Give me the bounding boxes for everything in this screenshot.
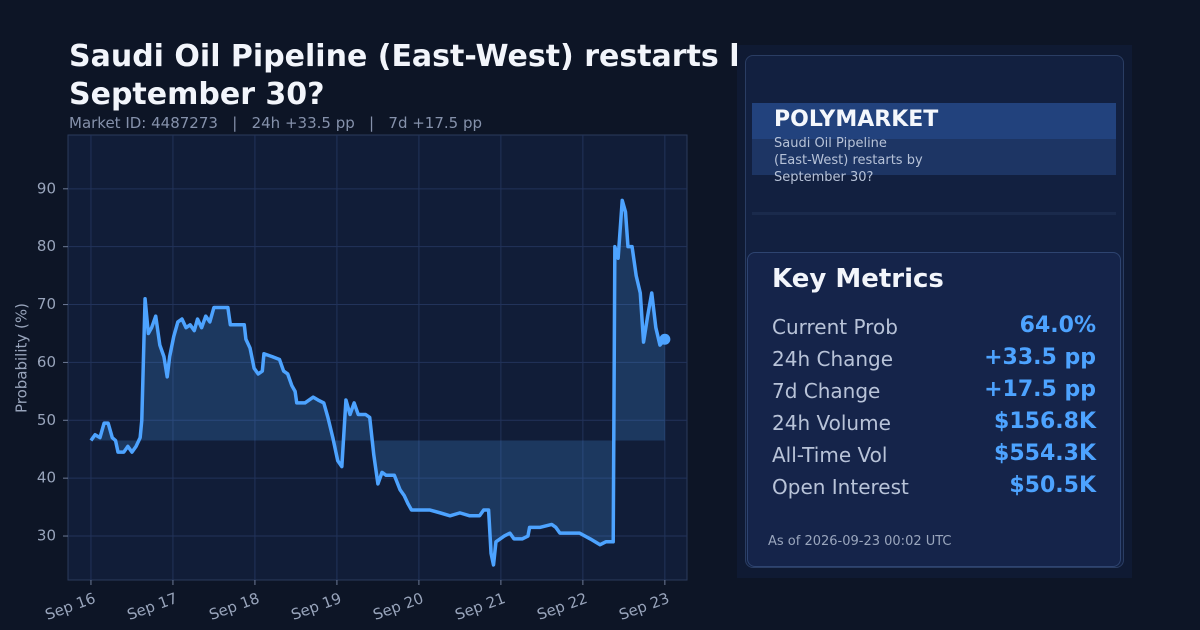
metric-label: Current Prob bbox=[772, 315, 898, 339]
x-tick-label: Sep 17 bbox=[125, 589, 180, 624]
metric-value: $50.5K bbox=[1009, 473, 1096, 498]
metrics-title: Key Metrics bbox=[772, 264, 944, 294]
area-fill bbox=[90, 200, 665, 565]
metric-label: 7d Change bbox=[772, 379, 881, 403]
x-tick-label: Sep 19 bbox=[289, 589, 344, 624]
metric-label: All-Time Vol bbox=[772, 443, 888, 467]
x-tick-label: Sep 21 bbox=[453, 589, 508, 624]
x-tick-label: Sep 20 bbox=[371, 589, 426, 624]
brand: POLYMARKET bbox=[774, 107, 939, 132]
y-axis-label: Probability (%) bbox=[13, 303, 31, 413]
y-tick-label: 50 bbox=[37, 411, 56, 429]
market-question: Saudi Oil Pipeline (East-West) restarts … bbox=[774, 136, 923, 185]
metric-value: $156.8K bbox=[994, 409, 1096, 434]
y-tick-label: 70 bbox=[37, 295, 56, 313]
metric-value: +17.5 pp bbox=[984, 377, 1096, 402]
y-tick-label: 60 bbox=[37, 353, 56, 371]
line bbox=[89, 198, 667, 567]
chart-subtitle: Market ID: 4487273 | 24h +33.5 pp | 7d +… bbox=[69, 114, 483, 132]
metric-value: $554.3K bbox=[994, 441, 1096, 466]
metric-value: +33.5 pp bbox=[984, 345, 1096, 370]
y-tick-label: 80 bbox=[37, 237, 56, 255]
y-tick-label: 40 bbox=[37, 469, 56, 487]
y-tick-label: 30 bbox=[37, 527, 56, 545]
metric-value: 64.0% bbox=[1019, 313, 1096, 338]
y-tick-label: 90 bbox=[37, 179, 56, 197]
metric-label: 24h Change bbox=[772, 347, 894, 371]
timestamp: As of 2026-09-23 00:02 UTC bbox=[768, 534, 952, 549]
separator bbox=[752, 212, 1116, 215]
x-tick-label: Sep 23 bbox=[617, 589, 672, 624]
metric-label: Open Interest bbox=[772, 475, 909, 499]
end-point bbox=[659, 333, 671, 345]
x-tick-label: Sep 22 bbox=[535, 589, 590, 624]
brand-band-top bbox=[752, 103, 1116, 139]
x-tick-label: Sep 16 bbox=[43, 589, 98, 624]
metrics-card bbox=[747, 252, 1121, 567]
chart-title: Saudi Oil Pipeline (East-West) restarts … bbox=[69, 39, 771, 112]
metric-label: 24h Volume bbox=[772, 411, 891, 435]
x-tick-label: Sep 18 bbox=[207, 589, 262, 624]
